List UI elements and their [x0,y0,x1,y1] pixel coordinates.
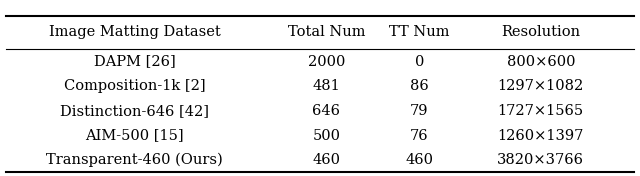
Text: TT Num: TT Num [389,25,449,39]
Text: 86: 86 [410,79,429,93]
Text: 800×600: 800×600 [506,55,575,69]
Text: 481: 481 [312,79,340,93]
Text: AIM-500 [15]: AIM-500 [15] [85,128,184,143]
Text: 1260×1397: 1260×1397 [498,128,584,143]
Text: Distinction-646 [42]: Distinction-646 [42] [60,104,209,118]
Text: 460: 460 [312,153,340,167]
Text: 1727×1565: 1727×1565 [498,104,584,118]
Text: 500: 500 [312,128,340,143]
Text: Composition-1k [2]: Composition-1k [2] [63,79,205,93]
Text: Transparent-460 (Ours): Transparent-460 (Ours) [46,153,223,167]
Text: Total Num: Total Num [287,25,365,39]
Text: 0: 0 [415,55,424,69]
Text: Image Matting Dataset: Image Matting Dataset [49,25,220,39]
Text: Resolution: Resolution [501,25,580,39]
Text: 76: 76 [410,128,429,143]
Text: 3820×3766: 3820×3766 [497,153,584,167]
Text: 646: 646 [312,104,340,118]
Text: 79: 79 [410,104,428,118]
Text: DAPM [26]: DAPM [26] [93,55,175,69]
Text: 1297×1082: 1297×1082 [498,79,584,93]
Text: 2000: 2000 [308,55,345,69]
Text: 460: 460 [405,153,433,167]
